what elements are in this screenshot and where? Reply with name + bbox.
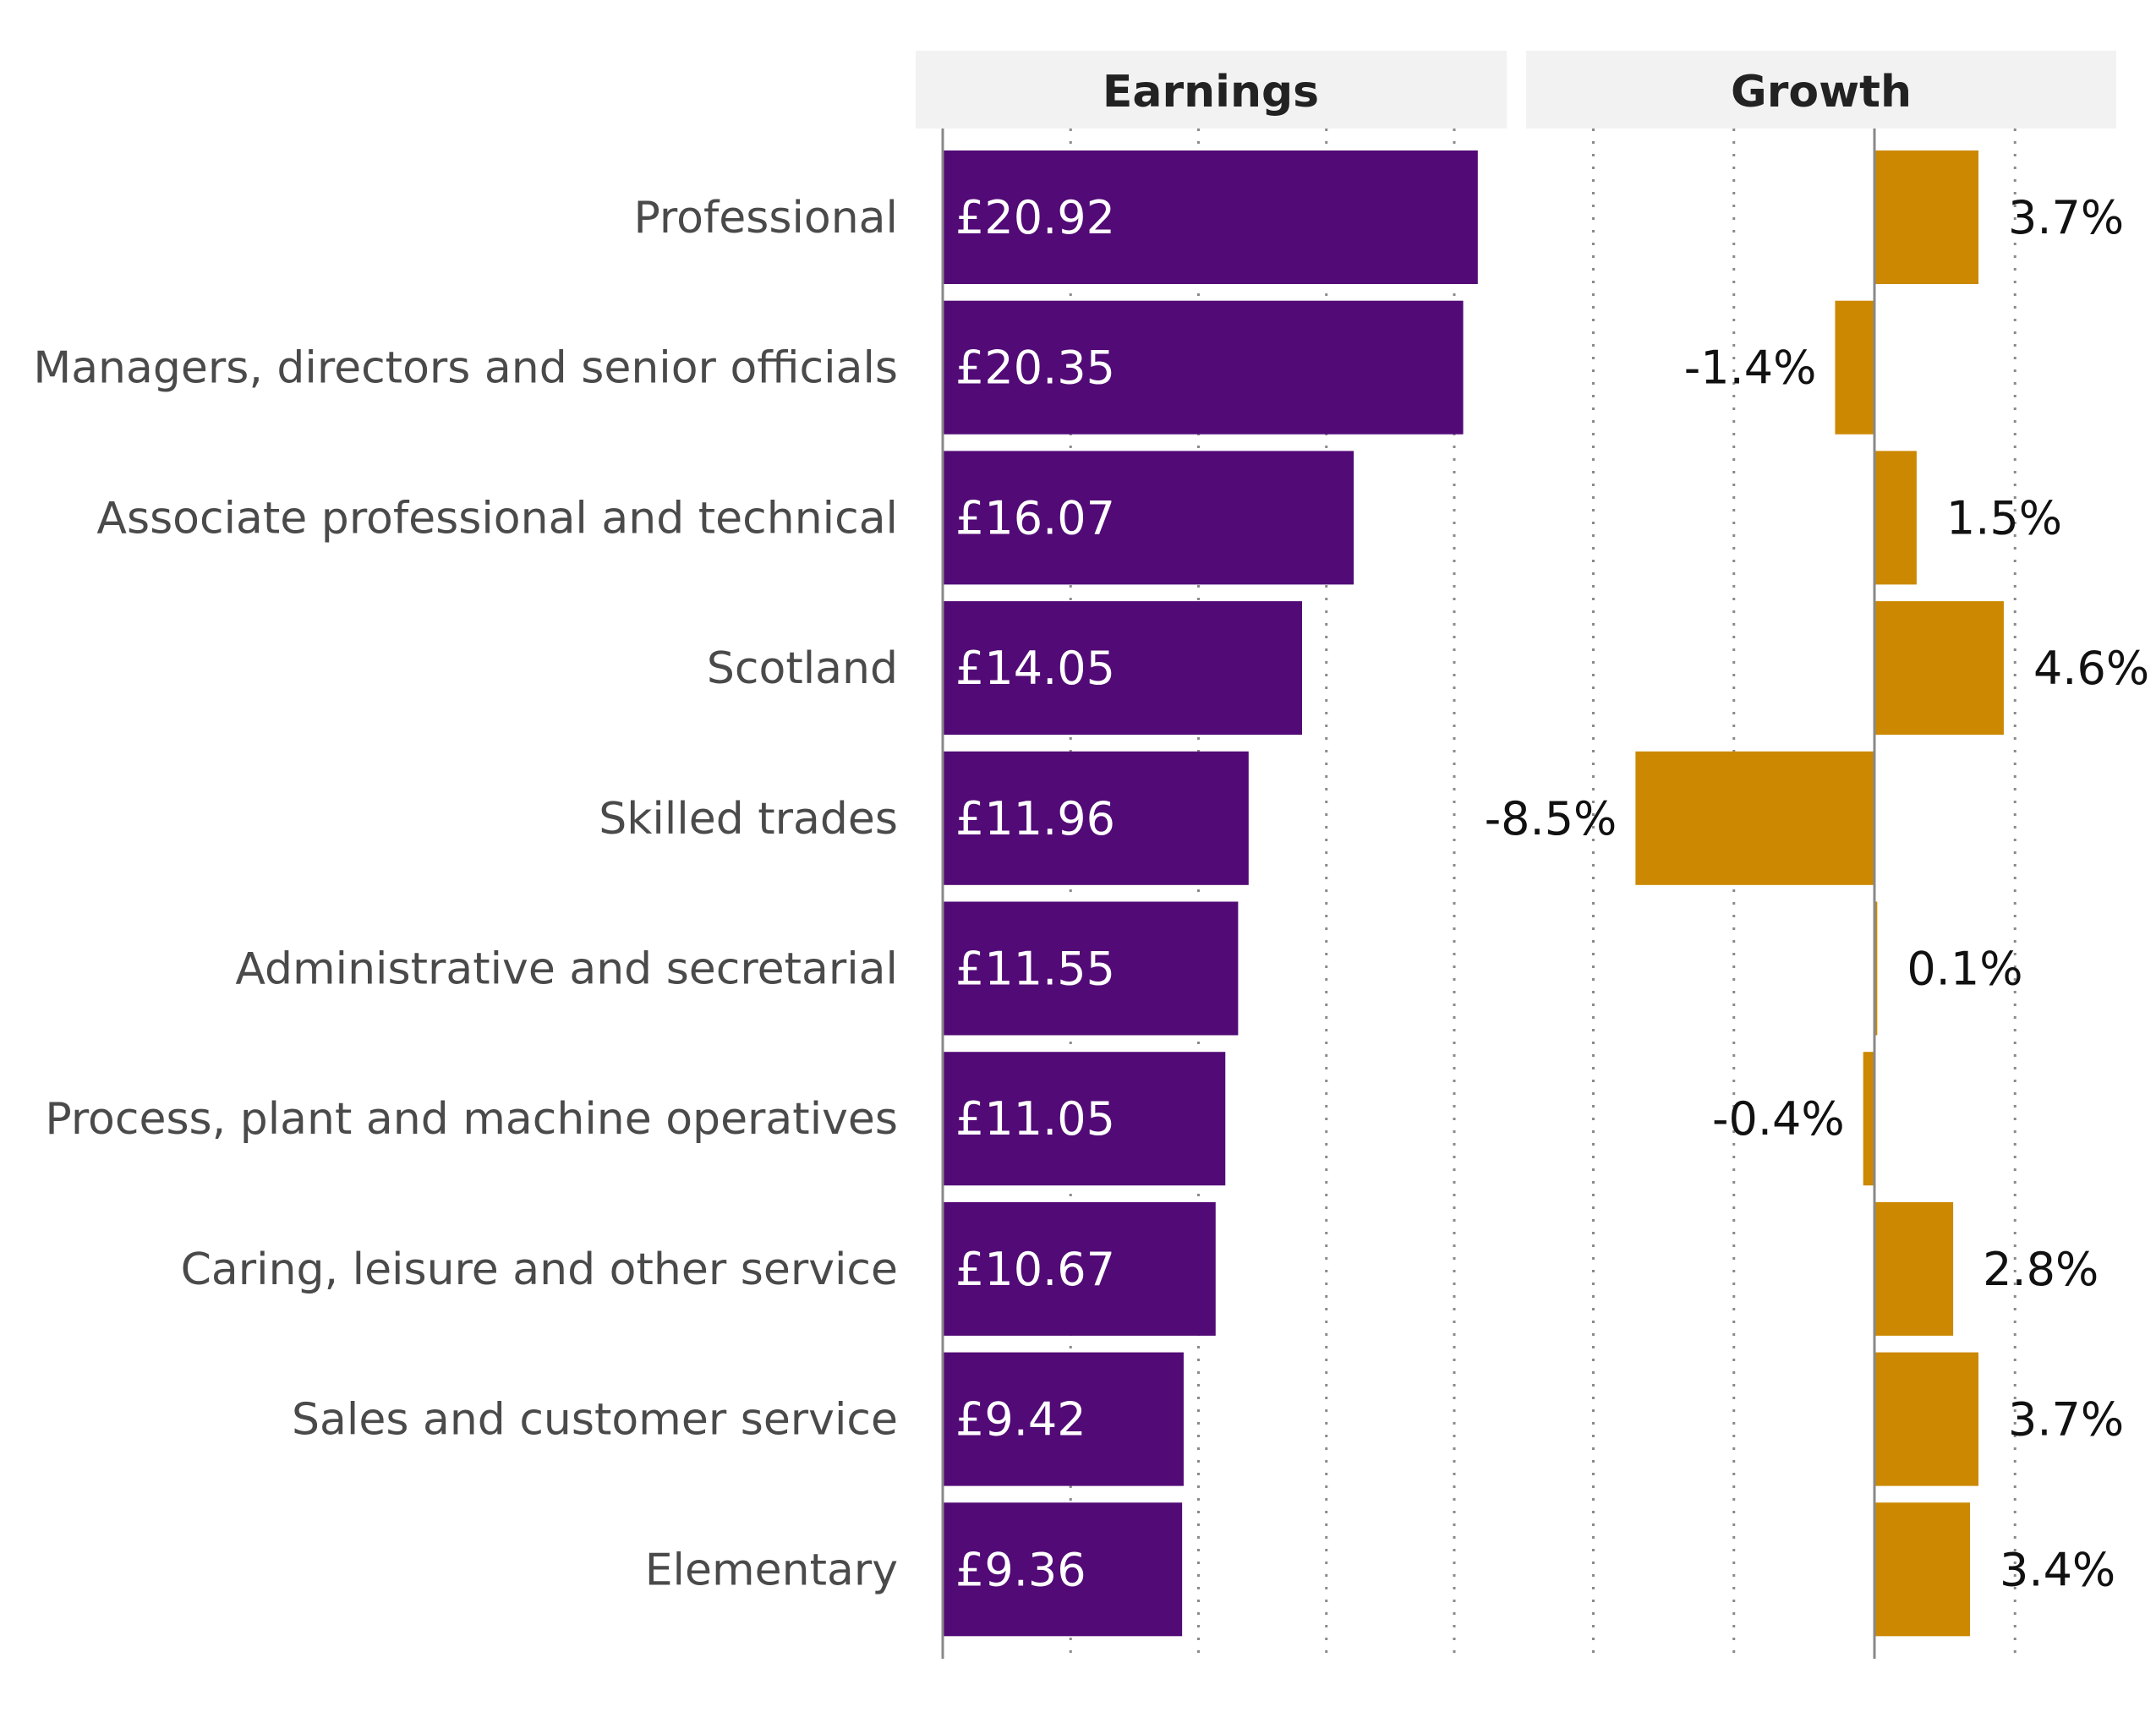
earnings-bar <box>943 300 1464 435</box>
category-label: Managers, directors and senior officials <box>33 343 898 394</box>
growth-value-label: -8.5% <box>1485 792 1617 845</box>
earnings-bar <box>943 751 1249 885</box>
earnings-bar <box>943 1502 1183 1637</box>
earnings-bar <box>943 1352 1184 1486</box>
growth-value-label: -1.4% <box>1684 342 1817 395</box>
category-label: Caring, leisure and other service <box>181 1244 898 1295</box>
growth-value-label: -0.4% <box>1712 1092 1845 1146</box>
category-label: Professional <box>633 193 898 243</box>
growth-value-label: 4.6% <box>2033 642 2149 695</box>
category-label: Associate professional and technical <box>96 493 898 544</box>
category-label: Administrative and secretarial <box>235 944 898 995</box>
growth-panel: Growth 3.7% -1.4% 1.5% 4.6% -8.5% 0.1% -0.4% 2.8… <box>1485 51 2149 1659</box>
earnings-bar <box>943 901 1239 1036</box>
growth-bar <box>1635 751 1874 885</box>
growth-bar <box>1874 1201 1954 1336</box>
earnings-bar <box>943 150 1478 284</box>
growth-bar <box>1874 150 1979 284</box>
earnings-value-label: £9.36 <box>955 1543 1086 1596</box>
category-label: Elementary <box>645 1545 898 1595</box>
earnings-value-label: £20.35 <box>955 342 1115 395</box>
growth-value-label: 3.7% <box>2008 191 2124 244</box>
growth-bar <box>1874 901 1878 1036</box>
category-label: Process, plant and machine operatives <box>45 1094 898 1145</box>
earnings-value-label: £9.42 <box>955 1393 1086 1447</box>
growth-bar <box>1874 601 2004 736</box>
growth-bar <box>1874 1502 1971 1637</box>
category-label: Sales and customer service <box>292 1395 898 1446</box>
earnings-value-label: £11.96 <box>955 792 1115 845</box>
growth-bar <box>1874 1352 1979 1486</box>
earnings-value-label: £20.92 <box>955 191 1115 244</box>
earnings-value-label: £11.55 <box>955 943 1115 996</box>
earnings-bar <box>943 1201 1216 1336</box>
category-label: Scotland <box>707 643 898 694</box>
category-label: Skilled trades <box>599 794 898 845</box>
earnings-value-label: £16.07 <box>955 491 1115 544</box>
growth-bar <box>1835 300 1874 435</box>
earnings-bar <box>943 1052 1226 1186</box>
earnings-value-label: £10.67 <box>955 1243 1115 1296</box>
category-labels: Professional Managers, directors and seni… <box>33 193 898 1595</box>
growth-value-label: 1.5% <box>1946 491 2062 544</box>
earnings-value-label: £11.05 <box>955 1092 1115 1146</box>
growth-value-label: 2.8% <box>1983 1243 2099 1296</box>
growth-value-label: 0.1% <box>1907 943 2022 996</box>
growth-value-label: 3.7% <box>2008 1393 2124 1447</box>
earnings-panel: Earnings £20.92 £20.35 £16.07 £14.05 £11.96 £1… <box>916 51 1507 1659</box>
growth-bar <box>1874 451 1917 585</box>
earnings-title: Earnings <box>1103 67 1319 118</box>
earnings-value-label: £14.05 <box>955 642 1115 695</box>
earnings-header <box>916 51 1507 129</box>
growth-bar <box>1863 1052 1874 1186</box>
growth-header <box>1526 51 2116 129</box>
growth-title: Growth <box>1731 67 1912 118</box>
growth-value-label: 3.4% <box>2000 1543 2115 1596</box>
earnings-bar <box>943 451 1354 585</box>
earnings-bar <box>943 601 1303 736</box>
